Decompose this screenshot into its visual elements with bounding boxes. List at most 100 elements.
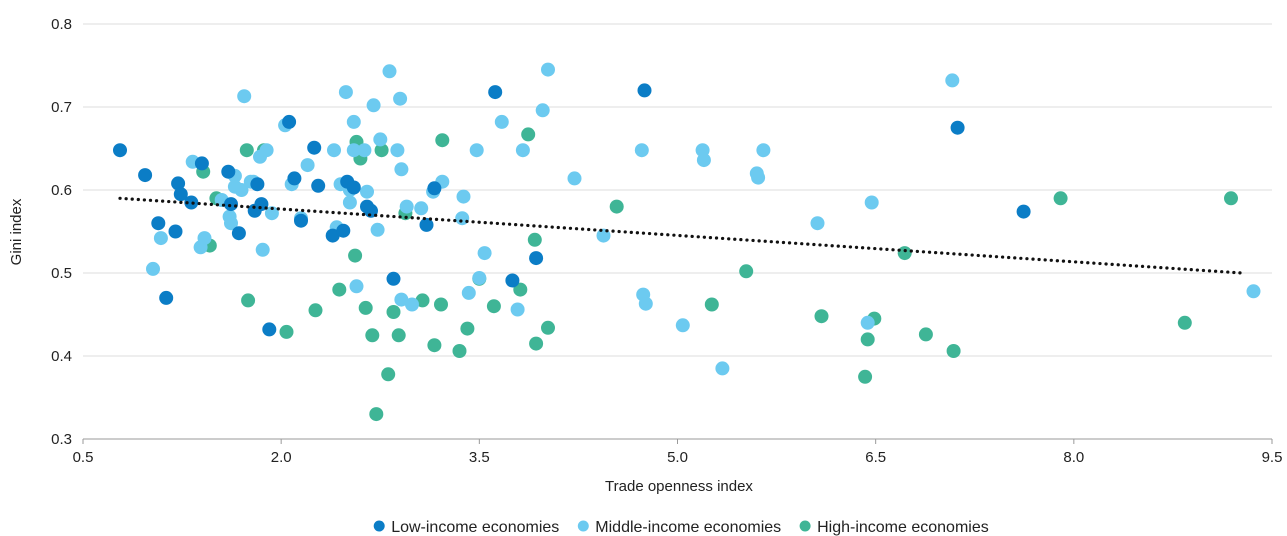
data-point bbox=[279, 324, 294, 339]
data-point bbox=[638, 296, 653, 311]
series-0 bbox=[113, 83, 1031, 337]
data-point bbox=[231, 226, 246, 241]
x-tick-label: 0.5 bbox=[73, 449, 94, 466]
data-point bbox=[535, 103, 550, 118]
data-point bbox=[365, 328, 380, 343]
data-point bbox=[390, 143, 405, 158]
trendline-layer bbox=[118, 196, 1244, 275]
data-point bbox=[234, 183, 249, 197]
data-point bbox=[153, 231, 168, 246]
data-point bbox=[477, 246, 492, 261]
data-point bbox=[567, 171, 582, 186]
y-tick-label: 0.7 bbox=[51, 99, 72, 116]
data-point bbox=[634, 143, 649, 158]
y-tick-label: 0.6 bbox=[51, 182, 72, 199]
data-point bbox=[405, 297, 419, 312]
data-point bbox=[173, 187, 188, 202]
legend-item: Low-income economies bbox=[373, 519, 559, 536]
data-point bbox=[513, 282, 528, 297]
data-point bbox=[946, 344, 961, 358]
data-point bbox=[609, 199, 624, 214]
legend-marker bbox=[373, 520, 385, 532]
data-point bbox=[529, 336, 544, 351]
data-point bbox=[349, 279, 364, 294]
data-point bbox=[637, 83, 652, 98]
data-point bbox=[469, 143, 484, 158]
data-points bbox=[113, 62, 1261, 422]
data-point bbox=[461, 285, 476, 300]
data-point bbox=[1053, 191, 1068, 206]
data-point bbox=[945, 73, 960, 88]
data-point bbox=[419, 217, 434, 232]
data-point bbox=[456, 189, 471, 204]
data-point bbox=[239, 143, 254, 158]
data-point bbox=[357, 143, 372, 158]
data-point bbox=[360, 184, 374, 199]
data-point bbox=[1177, 315, 1192, 330]
data-point bbox=[399, 199, 414, 214]
data-point bbox=[521, 127, 536, 142]
data-point bbox=[346, 114, 361, 129]
data-point bbox=[250, 177, 265, 192]
data-point bbox=[311, 178, 326, 193]
x-tick-label: 2.0 bbox=[271, 449, 292, 466]
data-point bbox=[151, 216, 166, 231]
data-point bbox=[1246, 284, 1261, 299]
data-point bbox=[950, 120, 965, 135]
data-point bbox=[918, 327, 933, 342]
x-tick-label: 8.0 bbox=[1063, 449, 1084, 466]
data-point bbox=[307, 140, 322, 155]
data-point bbox=[294, 213, 308, 228]
data-point bbox=[113, 143, 127, 158]
data-point bbox=[382, 64, 397, 79]
data-point bbox=[394, 162, 409, 177]
data-point bbox=[241, 293, 256, 308]
data-point bbox=[138, 168, 153, 183]
data-point bbox=[262, 322, 277, 337]
y-axis: 0.3 0.4 0.5 0.6 0.7 0.8 bbox=[51, 16, 72, 448]
data-point bbox=[810, 216, 825, 231]
data-point bbox=[237, 89, 252, 104]
data-point bbox=[427, 181, 442, 196]
data-point bbox=[171, 176, 186, 191]
data-point bbox=[332, 282, 347, 297]
data-point bbox=[1224, 191, 1238, 206]
data-point bbox=[704, 297, 719, 312]
data-point bbox=[527, 232, 542, 247]
data-point bbox=[255, 242, 270, 257]
legend-item: High-income economies bbox=[799, 519, 989, 536]
data-point bbox=[369, 407, 384, 422]
data-point bbox=[259, 143, 274, 158]
data-point bbox=[366, 98, 381, 113]
data-point bbox=[224, 197, 238, 212]
data-point bbox=[194, 156, 209, 171]
data-point bbox=[435, 133, 450, 148]
legend-marker bbox=[577, 520, 589, 532]
data-point bbox=[897, 246, 912, 261]
data-point bbox=[282, 114, 297, 129]
data-point bbox=[197, 231, 212, 246]
x-tick-label: 3.5 bbox=[469, 449, 490, 466]
data-point bbox=[381, 367, 396, 382]
data-point bbox=[264, 206, 279, 221]
data-point bbox=[510, 302, 525, 317]
data-point bbox=[814, 309, 829, 324]
data-point bbox=[300, 158, 315, 173]
data-point bbox=[325, 228, 340, 243]
data-point bbox=[696, 153, 711, 168]
data-point bbox=[308, 303, 323, 318]
legend-label: High-income economies bbox=[817, 519, 989, 536]
data-point bbox=[860, 332, 875, 347]
data-point bbox=[541, 62, 555, 77]
data-point bbox=[858, 369, 873, 384]
data-point bbox=[756, 143, 771, 158]
data-point bbox=[386, 271, 401, 286]
data-point bbox=[1016, 204, 1031, 219]
data-point bbox=[327, 143, 341, 158]
x-tick-label: 5.0 bbox=[667, 449, 688, 466]
data-point bbox=[348, 248, 363, 263]
data-point bbox=[224, 216, 238, 231]
data-point bbox=[751, 170, 766, 185]
y-tick-label: 0.5 bbox=[51, 265, 72, 282]
x-axis-title: Trade openness index bbox=[605, 478, 753, 495]
